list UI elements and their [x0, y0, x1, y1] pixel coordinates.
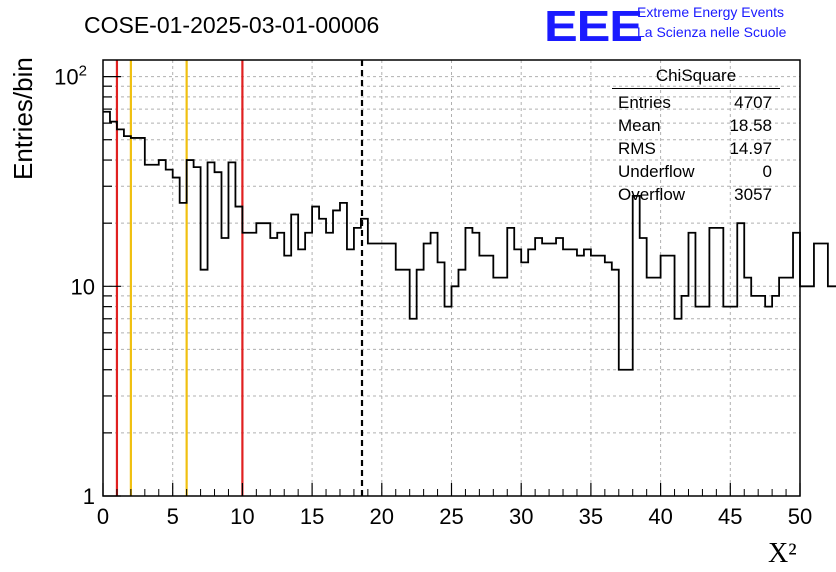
x-tick-label: 0 [97, 504, 109, 529]
x-tick-labels: 0 5 10 15 20 25 30 35 40 45 50 [97, 504, 812, 529]
brand-line-1: Extreme Energy Events [637, 4, 785, 20]
stats-label: RMS [618, 139, 656, 158]
stats-row: Entries 4707 [612, 93, 780, 116]
chart-title: COSE-01-2025-03-01-00006 [84, 12, 380, 38]
stats-row: Underflow 0 [612, 162, 780, 185]
x-tick-label: 10 [230, 504, 254, 529]
x-tick-label: 45 [718, 504, 742, 529]
axis-ticks [102, 76, 801, 497]
y-axis-label: Entries/bin [8, 57, 38, 180]
x-tick-label: 50 [788, 504, 812, 529]
stats-row: Mean 18.58 [612, 116, 780, 139]
stats-label: Underflow [618, 162, 695, 181]
x-tick-label: 25 [439, 504, 463, 529]
y-tick-labels: 1 10 102 [54, 63, 95, 509]
stats-value: 18.58 [729, 116, 772, 135]
stats-label: Entries [618, 93, 671, 112]
x-tick-label: 30 [509, 504, 533, 529]
y-tick-label: 10 [71, 274, 95, 299]
stats-label: Mean [618, 116, 661, 135]
stats-label: Overflow [618, 185, 686, 204]
histogram-line [103, 110, 836, 371]
x-tick-label: 15 [300, 504, 324, 529]
brand-line-2: La Scienza nelle Scuole [637, 24, 787, 40]
x-tick-label: 5 [167, 504, 179, 529]
reference-lines [115, 60, 364, 496]
stats-value: 3057 [734, 185, 772, 204]
stats-row: Overflow 3057 [612, 185, 780, 208]
stats-value: 14.97 [729, 139, 772, 158]
eee-logo: EEE [544, 2, 643, 51]
y-tick-label: 1 [83, 484, 95, 509]
x-tick-label: 40 [648, 504, 672, 529]
stats-value: 4707 [734, 93, 772, 112]
x-tick-label: 35 [579, 504, 603, 529]
stats-value: 0 [762, 162, 772, 181]
stats-row: RMS 14.97 [612, 139, 780, 162]
y-tick-label: 102 [54, 63, 87, 90]
stats-title: ChiSquare [612, 66, 780, 89]
x-axis-label: X² [768, 538, 797, 569]
stats-box: ChiSquare Entries 4707 Mean 18.58 RMS 14.97… [612, 66, 780, 208]
x-tick-label: 20 [370, 504, 394, 529]
